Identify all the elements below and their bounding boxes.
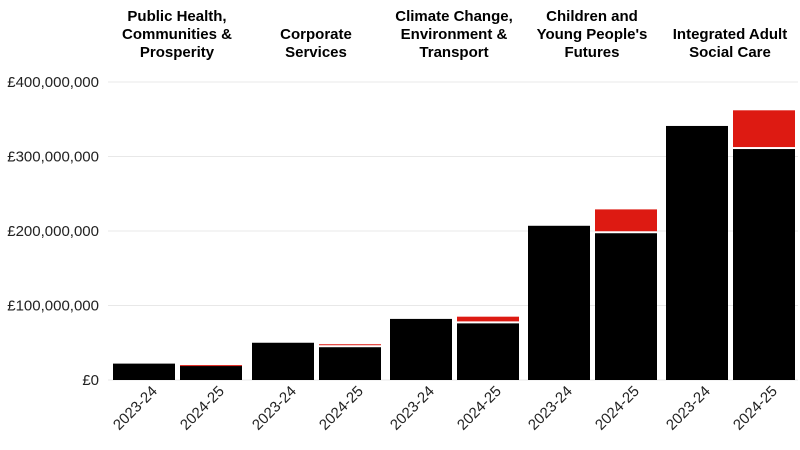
y-tick-label: £400,000,000: [7, 74, 99, 91]
bar-increase-2024-25: [733, 110, 795, 148]
bar-base-2024-25: [457, 323, 519, 380]
x-tick-label: 2024-25: [316, 383, 367, 434]
y-tick-label: £300,000,000: [7, 149, 99, 166]
bars: [113, 110, 795, 380]
bar-base-2023-24: [666, 125, 728, 380]
bar-base-2023-24: [528, 225, 590, 380]
x-tick-label: 2023-24: [249, 383, 300, 434]
x-tick-label: 2023-24: [387, 383, 438, 434]
bar-base-2024-25: [319, 347, 381, 380]
panel-titles: Public Health, Communities & Prosperity Cor…: [122, 8, 787, 61]
x-tick-label: 2023-24: [663, 383, 714, 434]
y-tick-label: £200,000,000: [7, 223, 99, 240]
bar-increase-2024-25: [457, 316, 519, 322]
bar-base-2023-24: [252, 342, 314, 380]
panel-title: Children and Young People's Futures: [537, 8, 648, 61]
x-tick-label: 2024-25: [592, 383, 643, 434]
x-tick-label: 2024-25: [454, 383, 505, 434]
bar-base-2024-25: [595, 233, 657, 380]
x-tick-label: 2023-24: [525, 383, 576, 434]
x-tick-label: 2024-25: [177, 383, 228, 434]
bar-increase-2024-25: [319, 344, 381, 346]
bar-increase-2024-25: [595, 209, 657, 232]
x-tick-label: 2023-24: [110, 383, 161, 434]
x-axis-tick-labels: 2023-24 2024-25 2023-24 2024-25 2023-24 2024-…: [110, 383, 781, 434]
y-axis-tick-labels: £0 £100,000,000 £200,000,000 £300,000,000 £4…: [7, 74, 99, 389]
panel-title: Public Health, Communities & Prosperity: [122, 8, 232, 61]
panel-title: Integrated Adult Social Care: [673, 26, 787, 61]
bar-base-2024-25: [733, 149, 795, 380]
bar-base-2024-25: [180, 365, 242, 380]
bar-base-2023-24: [390, 318, 452, 380]
y-tick-label: £0: [82, 372, 99, 389]
bar-increase-2024-25: [180, 365, 242, 367]
bar-base-2023-24: [113, 363, 175, 380]
x-tick-label: 2024-25: [730, 383, 781, 434]
y-tick-label: £100,000,000: [7, 298, 99, 315]
panel-title: Corporate Services: [280, 26, 352, 61]
panel-title: Climate Change, Environment & Transport: [395, 8, 513, 61]
